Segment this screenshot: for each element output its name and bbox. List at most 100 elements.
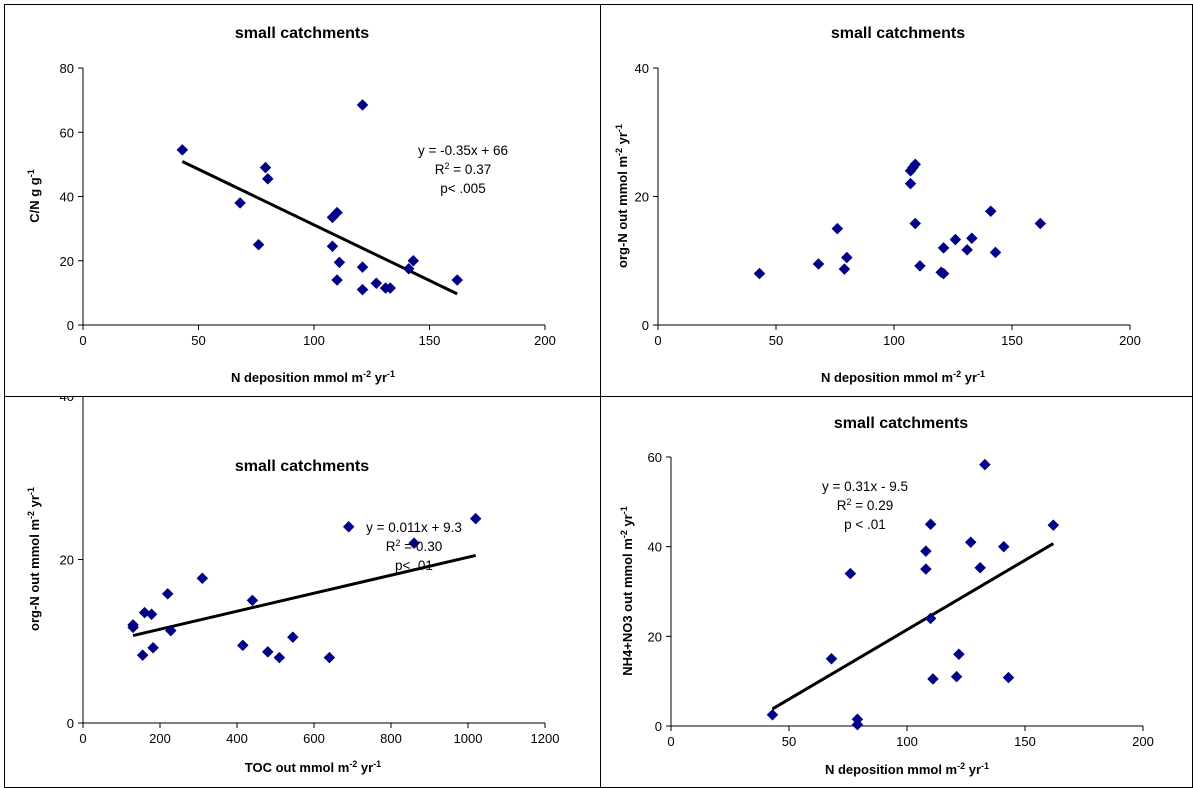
data-point [451, 274, 464, 286]
regression-annotation: R2 = 0.37 [435, 161, 491, 177]
data-point [984, 205, 997, 218]
x-tick-label: 150 [1001, 333, 1023, 348]
data-point [904, 177, 917, 190]
data-point [838, 263, 851, 275]
data-point [333, 256, 346, 269]
data-point [323, 651, 336, 664]
x-tick-label: 200 [534, 333, 556, 348]
regression-annotation: p< .01 [395, 558, 433, 573]
data-point [844, 567, 857, 580]
y-tick-label: 40 [648, 540, 662, 555]
data-point [326, 240, 339, 253]
data-point [937, 267, 950, 280]
data-point [176, 144, 189, 156]
data-point [234, 197, 246, 209]
x-tick-label: 800 [380, 731, 402, 746]
data-point [331, 206, 343, 219]
data-point [136, 649, 149, 662]
data-point [1034, 217, 1047, 230]
y-tick-label: 0 [642, 318, 649, 333]
data-point [909, 158, 922, 171]
y-axis-label: NH4+NO3 out mmol m-2 yr-1 [619, 506, 635, 676]
data-point [407, 254, 420, 267]
data-point [273, 651, 286, 664]
x-tick-label: 1200 [531, 731, 560, 746]
regression-annotation: y = 0.011x + 9.3 [366, 520, 462, 535]
data-point [753, 267, 766, 280]
regression-annotation: p < .01 [844, 517, 886, 532]
trendline [181, 160, 458, 296]
data-point [127, 621, 139, 634]
data-point [979, 458, 991, 471]
regression-annotation: y = -0.35x + 66 [418, 143, 508, 158]
y-axis-label: C/N g g-1 [26, 169, 42, 223]
chart-orgn-vs-ndep: small catchments 0 50 100 150 200 0 20 40 N depos… [614, 25, 1141, 385]
data-point [356, 99, 369, 111]
chart-title: small catchments [235, 458, 369, 475]
data-point [974, 561, 987, 574]
y-tick-label: 0 [655, 719, 662, 734]
data-point [356, 261, 369, 274]
chart-panel-orgn-vs-toc: small catchments 0 200 400 600 800 1000 1200 0 20… [4, 396, 601, 788]
y-tick-label: 60 [648, 450, 662, 465]
x-tick-label: 0 [79, 333, 86, 348]
y-tick-label: 0 [67, 716, 74, 731]
chart-nh4no3-vs-ndep: small catchments 0 50 100 150 200 0 20 40 60 N dep… [619, 415, 1154, 777]
x-tick-label: 400 [226, 731, 248, 746]
x-tick-label: 100 [883, 333, 905, 348]
data-point [840, 251, 853, 264]
x-axis-label: N deposition mmol m-2 yr-1 [231, 369, 395, 385]
x-axis-label: N deposition mmol m-2 yr-1 [825, 761, 989, 777]
x-tick-label: 100 [896, 734, 918, 749]
data-point [342, 520, 355, 533]
data-point [161, 587, 174, 600]
data-point [1047, 519, 1060, 532]
data-point [961, 243, 974, 256]
data-point [259, 161, 272, 174]
data-point [953, 648, 965, 661]
y-tick-label: 0 [67, 318, 74, 333]
x-tick-label: 200 [1132, 734, 1154, 749]
data-point [145, 608, 158, 621]
y-axis-label: org-N out mmol m-2 yr-1 [614, 124, 630, 268]
data-point [812, 258, 825, 270]
data-point [384, 282, 397, 294]
y-tick-label: 20 [60, 254, 74, 269]
data-point [937, 242, 950, 254]
data-point [286, 631, 299, 644]
data-point [989, 246, 1002, 259]
x-tick-label: 0 [654, 333, 661, 348]
data-point [949, 233, 962, 246]
trendline [132, 553, 477, 637]
y-tick-label: 20 [60, 553, 74, 568]
data-point [966, 232, 978, 245]
y-tick-label: 40 [60, 190, 74, 205]
data-point [469, 512, 482, 525]
x-axis-label: N deposition mmol m-2 yr-1 [821, 369, 985, 385]
data-point [370, 277, 383, 290]
data-point [408, 537, 420, 550]
regression-annotation: R2 = 0.29 [837, 497, 893, 513]
data-point [196, 572, 209, 585]
data-point [825, 652, 838, 665]
x-tick-label: 150 [1014, 734, 1036, 749]
data-point [997, 540, 1010, 553]
data-point [831, 222, 844, 235]
data-point [766, 708, 779, 721]
data-point [927, 673, 939, 685]
data-point [164, 624, 177, 637]
data-point [356, 283, 369, 296]
x-tick-label: 0 [667, 734, 674, 749]
chart-title: small catchments [235, 25, 369, 42]
y-tick-label: 20 [635, 190, 649, 205]
x-tick-label: 200 [149, 731, 171, 746]
chart-panel-orgn-vs-ndep: small catchments 0 50 100 150 200 0 20 40 N depos… [600, 4, 1193, 397]
data-point [1002, 671, 1015, 684]
data-point [909, 217, 922, 230]
data-point [246, 594, 259, 607]
chart-title: small catchments [831, 25, 965, 42]
y-tick-label: 40 [635, 61, 649, 76]
x-tick-label: 150 [419, 333, 441, 348]
x-tick-label: 200 [1119, 333, 1141, 348]
x-axis-label: TOC out mmol m-2 yr-1 [245, 759, 381, 775]
